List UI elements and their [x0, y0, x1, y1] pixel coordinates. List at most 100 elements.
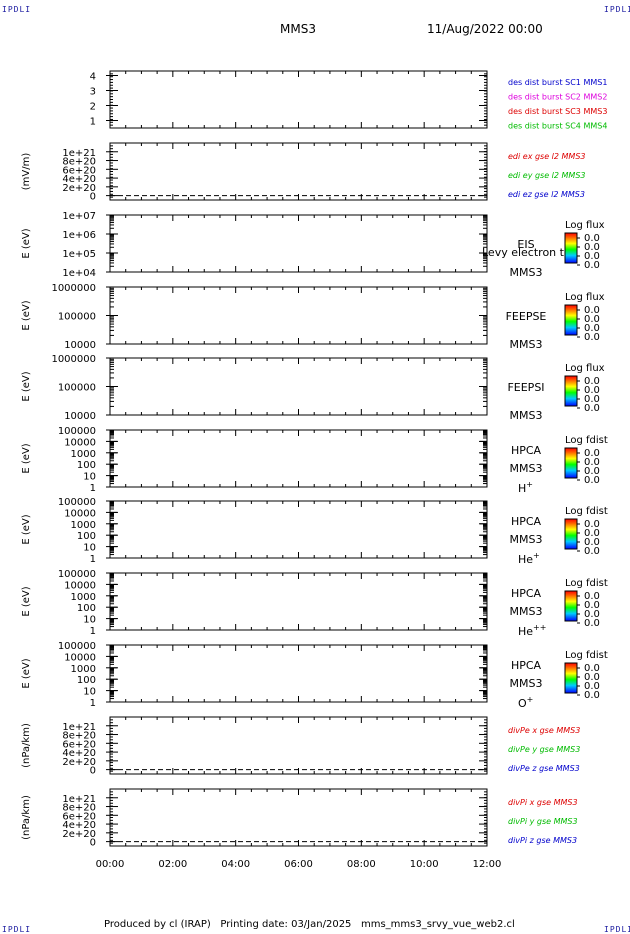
- y-tick-label: 0: [90, 838, 96, 849]
- y-tick-label: 10: [83, 543, 96, 554]
- legend-entry: divPi z gse MMS3: [508, 836, 577, 845]
- y-tick-label: 100: [77, 603, 96, 614]
- y-tick-label: 100: [77, 460, 96, 471]
- y-tick-label: 2e+20: [62, 829, 96, 840]
- instrument-label: FEEPSE: [506, 310, 547, 323]
- instrument-label: HPCA: [511, 515, 542, 528]
- y-tick-label: 6e+20: [62, 739, 96, 750]
- y-tick-label: 1000: [71, 592, 96, 603]
- x-tick-label: 02:00: [158, 859, 187, 870]
- colorbar-tick-label: 0.0: [584, 242, 600, 253]
- spacecraft-label: MMS3: [510, 338, 543, 351]
- colorbar-tick-label: 0.0: [584, 332, 600, 343]
- y-tick-label: 1e+21: [62, 148, 96, 159]
- y-tick-label: 1: [90, 117, 96, 128]
- legend-entry: edi ey gse l2 MMS3: [508, 171, 586, 180]
- panel-frame: [109, 500, 488, 559]
- x-tick-label: 04:00: [221, 859, 250, 870]
- colorbar-tick-label: 0.0: [584, 376, 600, 387]
- y-tick-label: 4e+20: [62, 820, 96, 831]
- species-charge: +: [527, 695, 534, 704]
- species-label: O+: [518, 695, 533, 710]
- y-tick-label: 8e+20: [62, 157, 96, 168]
- colorbar: [564, 518, 578, 550]
- y-tick-label: 10000: [64, 580, 96, 591]
- y-axis-label: (nPa/km): [21, 795, 32, 840]
- y-axis-label: E (eV): [21, 228, 32, 258]
- footer: Produced by cl (IRAP) Printing date: 03/…: [104, 919, 515, 930]
- spacecraft-label: MMS3: [510, 409, 543, 422]
- y-tick-label: 10: [83, 687, 96, 698]
- spacecraft-label: MMS3: [510, 605, 543, 618]
- panel-frame: [109, 70, 488, 129]
- colorbar-tick-label: 0.0: [584, 466, 600, 477]
- panel-frame: [109, 142, 488, 201]
- species-label: He++: [518, 623, 546, 638]
- y-tick-label: 2e+20: [62, 183, 96, 194]
- colorbar: [564, 232, 578, 264]
- y-tick-label: 3: [90, 87, 96, 98]
- legend-entry: edi ex gse l2 MMS3: [508, 152, 586, 161]
- instrument-label: FEEPSI: [507, 381, 544, 394]
- y-tick-label: 1e+06: [62, 230, 96, 241]
- legend-entry: divPi x gse MMS3: [508, 798, 578, 807]
- colorbar-tick-label: 0.0: [584, 591, 600, 602]
- colorbar-tick-label: 0.0: [584, 528, 600, 539]
- y-tick-label: 1000000: [51, 283, 96, 294]
- species-charge: ++: [533, 623, 546, 632]
- y-tick-label: 1: [90, 626, 96, 637]
- panel-frame: [109, 788, 488, 847]
- y-tick-label: 1e+07: [62, 211, 96, 222]
- y-tick-label: 4e+20: [62, 748, 96, 759]
- y-tick-label: 1e+21: [62, 722, 96, 733]
- footer-filename: mms_mms3_srvy_vue_web2.cl: [360, 919, 515, 930]
- x-tick-label: 10:00: [410, 859, 439, 870]
- colorbar-tick-label: 0.0: [584, 475, 600, 486]
- colorbar-tick-label: 0.0: [584, 403, 600, 414]
- y-tick-label: 100000: [58, 383, 96, 394]
- header-spacecraft: MMS3: [280, 22, 316, 36]
- y-tick-label: 100000: [58, 569, 96, 580]
- y-tick-label: 2: [90, 102, 96, 113]
- legend-entry: des dist burst SC1 MMS1: [508, 78, 607, 87]
- footer-produced-by: Produced by cl (IRAP): [104, 919, 211, 930]
- panel-feeps-e: 1000000 100000 10000 E (eV) FEEPSE MMS3 Log fl…: [21, 283, 605, 351]
- y-tick-label: 10: [83, 472, 96, 483]
- y-axis-label: E (eV): [21, 658, 32, 688]
- panel-frame: [109, 716, 488, 775]
- spacecraft-label: MMS3: [510, 462, 543, 475]
- y-tick-label: 0: [90, 766, 96, 777]
- panel-frame: [109, 572, 488, 631]
- instrument-label: HPCA: [511, 444, 542, 457]
- x-tick-label: 08:00: [347, 859, 376, 870]
- legend-entry: des dist burst SC3 MMS3: [508, 107, 607, 116]
- colorbar-tick-label: 0.0: [584, 314, 600, 325]
- spacecraft-label: MMS3: [510, 533, 543, 546]
- legend-entry: divPe z gse MMS3: [508, 764, 580, 773]
- y-tick-label: 1000: [71, 449, 96, 460]
- y-tick-label: 100: [77, 531, 96, 542]
- spacecraft-label: MMS3: [510, 266, 543, 279]
- y-axis-label: E (eV): [21, 371, 32, 401]
- colorbar-tick-label: 0.0: [584, 305, 600, 316]
- panel-eis: 1e+07 1e+06 1e+05 1e+04 E (eV) EIS MMS3 Levy el…: [21, 211, 605, 279]
- corner-label-bottom-left: IPDLI: [2, 925, 32, 934]
- legend-entry: divPi y gse MMS3: [508, 817, 578, 826]
- instrument-label: HPCA: [511, 587, 542, 600]
- y-tick-label: 1: [90, 698, 96, 709]
- colorbar-tick-label: 0.0: [584, 600, 600, 611]
- y-tick-label: 1000: [71, 664, 96, 675]
- instrument-label: EIS: [517, 238, 534, 251]
- y-tick-label: 10000: [64, 437, 96, 448]
- y-tick-label: 4: [90, 72, 96, 83]
- species-label: H+: [518, 480, 533, 495]
- colorbar-title: Log flux: [565, 292, 605, 303]
- y-tick-label: 100000: [58, 641, 96, 652]
- y-tick-label: 4e+20: [62, 174, 96, 185]
- y-axis-label: (mV/m): [21, 153, 32, 191]
